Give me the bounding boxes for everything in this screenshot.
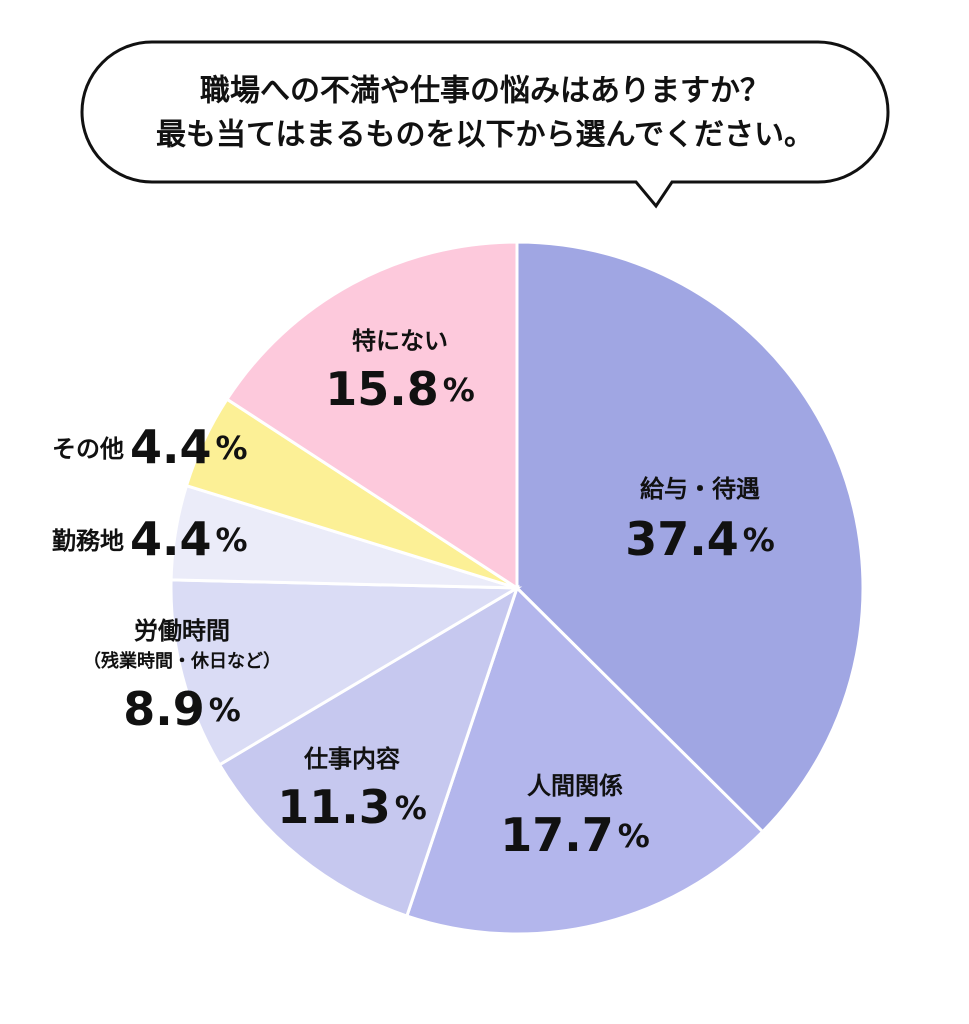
category-label: 労働時間 [134, 617, 230, 645]
value-label: 15.8% [325, 362, 475, 416]
value-label: 17.7% [500, 808, 650, 862]
value-label: 8.9% [123, 682, 241, 736]
category-label: 給与・待遇 [640, 475, 760, 503]
chart-title: 職場への不満や仕事の悩みはありますか？ [200, 74, 770, 109]
value-label: 4.4% [130, 512, 248, 566]
pie-slice [217, 584, 520, 918]
pie-slice [224, 240, 519, 591]
pie-slice [515, 240, 865, 834]
category-label: 特にない [352, 327, 448, 355]
value-label: 11.3% [277, 780, 427, 834]
value-label: 4.4% [130, 420, 248, 474]
category-label: 勤務地 [52, 527, 124, 555]
category-sublabel: （残業時間・休日など） [83, 650, 281, 672]
chart-title: 最も当てはまるものを以下から選んでください。 [156, 118, 814, 153]
labels: 給与・待遇 37.4 % 人間関係 17.7 % 仕事内容 11.3 % 労働時間 （残業時間・休日… [52, 327, 775, 862]
pie-slice [404, 585, 765, 936]
category-label: その他 [52, 435, 124, 463]
value-label: 37.4% [625, 512, 775, 566]
pie [169, 240, 865, 936]
speech-bubble [80, 40, 890, 209]
category-label: 仕事内容 [303, 745, 400, 773]
pie-slice [169, 578, 523, 767]
category-label: 人間関係 [527, 772, 623, 800]
